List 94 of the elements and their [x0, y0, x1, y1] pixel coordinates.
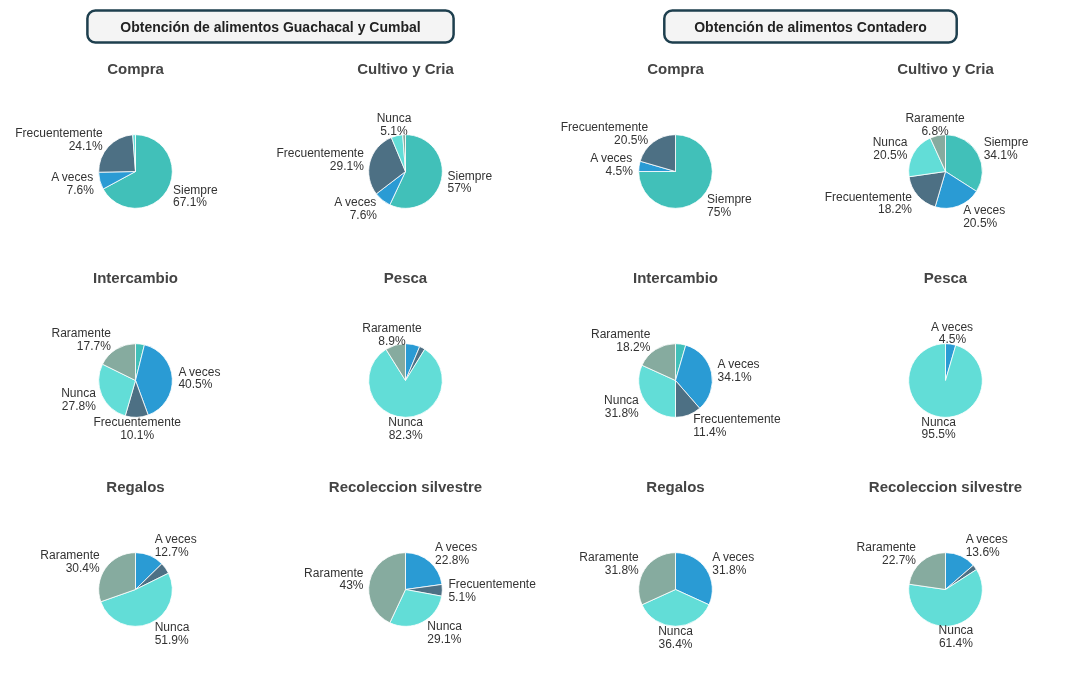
- slice-label: A veces: [963, 203, 1006, 218]
- chart-title: Cultivo y Cria: [357, 59, 455, 77]
- slice-label: Frecuentemente: [824, 189, 913, 204]
- slice-label: Nunca: [921, 414, 957, 429]
- data-label: 8.9%: [378, 333, 406, 348]
- data-label: 4.5%: [605, 164, 634, 179]
- data-label: 13.6%: [965, 545, 1001, 560]
- slice-label: A veces: [931, 319, 974, 334]
- slice-label: Siempre: [447, 168, 493, 183]
- data-label: 57%: [447, 181, 472, 196]
- data-label: 20.5%: [614, 132, 649, 147]
- slice-label: A veces: [51, 170, 94, 185]
- chart-title: Regalos: [106, 477, 165, 495]
- data-label: 29.1%: [329, 158, 365, 173]
- data-label: 95.5%: [921, 427, 956, 442]
- slice-label: Nunca: [658, 624, 694, 639]
- data-label: 22.8%: [435, 552, 470, 567]
- chart-title: Recoleccion silvestre: [328, 477, 483, 495]
- data-label: 6.8%: [921, 123, 950, 138]
- data-label: 18.2%: [616, 339, 651, 354]
- data-label: 43%: [339, 578, 364, 593]
- data-label: 51.9%: [154, 633, 190, 648]
- slice-label: A veces: [435, 539, 478, 554]
- slice-label: Frecuentemente: [448, 577, 537, 592]
- chart-title: Intercambio: [92, 268, 179, 286]
- data-label: 31.8%: [604, 405, 640, 420]
- slice-label: A veces: [717, 356, 760, 371]
- data-label: 11.4%: [693, 424, 727, 439]
- data-label: 22.7%: [881, 552, 917, 567]
- slice-label: Raramente: [856, 539, 917, 554]
- data-label: 20.5%: [963, 215, 998, 230]
- data-label: 34.1%: [983, 147, 1019, 162]
- chart-title: Regalos: [646, 477, 705, 495]
- chart-title: Cultivo y Cria: [897, 59, 995, 77]
- slice-label: A veces: [590, 151, 633, 166]
- chart-title: Intercambio: [632, 268, 719, 286]
- text: Obtención de alimentos Guachacal y Cumbal: [120, 18, 421, 35]
- slice-label: Nunca: [872, 135, 908, 150]
- slice-label: Nunca: [376, 111, 412, 126]
- slice-label: Raramente: [40, 548, 101, 563]
- text: Obtención de alimentos Contadero: [694, 18, 927, 35]
- slice-label: Raramente: [362, 320, 422, 335]
- data-label: 31.8%: [604, 562, 640, 577]
- data-label: 4.5%: [938, 332, 967, 347]
- slice-label: Frecuentemente: [93, 415, 182, 430]
- data-label: 27.8%: [61, 399, 97, 414]
- slice-label: Raramente: [304, 565, 364, 580]
- slice-label: Nunca: [154, 620, 190, 635]
- data-label: 61.4%: [938, 635, 974, 650]
- slice-label: Siempre: [707, 192, 753, 207]
- slice-label: Raramente: [579, 550, 640, 565]
- chart-title: Compra: [107, 59, 165, 77]
- chart-title: Pesca: [383, 268, 428, 286]
- data-label: 36.4%: [658, 636, 693, 651]
- slice-label: A veces: [178, 364, 221, 379]
- slice-label: A veces: [712, 550, 755, 565]
- data-label: 20.5%: [873, 147, 908, 162]
- slice-label: Frecuentemente: [276, 145, 365, 160]
- slice-label: Nunca: [427, 618, 463, 633]
- slice-label: A veces: [154, 531, 197, 546]
- slice-label: Nunca: [61, 386, 97, 401]
- slice-label: Nunca: [388, 415, 424, 430]
- data-label: 24.1%: [68, 138, 103, 153]
- data-label: 10.1%: [120, 427, 155, 442]
- data-label: 67.1%: [172, 195, 208, 210]
- slice-label: Nunca: [604, 393, 640, 408]
- slice-label: Frecuentemente: [560, 119, 649, 134]
- data-label: 5.1%: [448, 589, 477, 604]
- slice-label: Raramente: [51, 326, 112, 341]
- data-label: 17.7%: [76, 339, 112, 354]
- slice-label: Nunca: [938, 623, 974, 638]
- data-label: 29.1%: [427, 631, 462, 646]
- chart-title: Pesca: [923, 268, 968, 286]
- data-label: 75%: [707, 204, 732, 219]
- chart-title: Compra: [647, 59, 705, 77]
- slice-label: Raramente: [905, 111, 966, 126]
- chart-title: Recoleccion silvestre: [868, 477, 1023, 495]
- slice-label: Raramente: [591, 326, 651, 341]
- data-label: 30.4%: [65, 561, 101, 576]
- slice-label: Siempre: [172, 182, 218, 197]
- slice-label: Frecuentemente: [15, 125, 103, 140]
- data-label: 31.8%: [712, 562, 747, 577]
- data-label: 34.1%: [717, 369, 752, 384]
- data-label: 82.3%: [388, 427, 423, 442]
- data-label: 7.6%: [349, 208, 378, 223]
- slice-label: A veces: [965, 532, 1008, 547]
- slice-label: Frecuentemente: [693, 412, 781, 427]
- data-label: 18.2%: [878, 202, 913, 217]
- data-label: 7.6%: [66, 183, 95, 198]
- data-label: 5.1%: [380, 124, 409, 139]
- data-label: 12.7%: [154, 544, 190, 559]
- slice-label: Siempre: [983, 135, 1029, 150]
- slice-label: A veces: [334, 195, 377, 210]
- data-label: 40.5%: [178, 377, 213, 392]
